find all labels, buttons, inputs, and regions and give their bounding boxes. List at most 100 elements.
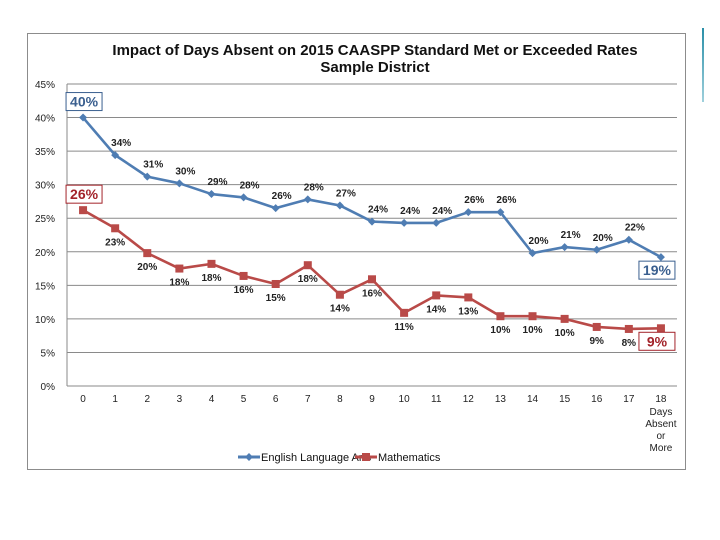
x-axis-note: Days — [650, 407, 673, 418]
data-point-ela — [592, 245, 601, 254]
data-point-math — [592, 322, 601, 331]
data-label: 10% — [490, 325, 510, 336]
x-tick-label: 4 — [209, 394, 215, 405]
x-tick-label: 1 — [112, 394, 118, 405]
callout-box — [638, 260, 676, 280]
data-point-ela — [496, 208, 505, 217]
x-tick-label: 9 — [369, 394, 375, 405]
data-label: 21% — [561, 230, 581, 241]
x-tick-label: 7 — [305, 394, 311, 405]
x-tick-label: 0 — [80, 394, 86, 405]
data-label: 15% — [266, 293, 286, 304]
data-point-math — [464, 293, 473, 302]
data-point-ela — [79, 113, 88, 122]
data-point-math — [239, 271, 248, 280]
callout-label: 9% — [647, 333, 668, 349]
data-label: 34% — [111, 138, 131, 149]
y-tick-label: 25% — [35, 214, 55, 225]
legend-marker — [362, 453, 370, 461]
data-point-math — [303, 261, 312, 270]
y-tick-label: 5% — [41, 348, 56, 359]
data-point-ela — [239, 193, 248, 202]
data-point-math — [400, 308, 409, 317]
data-label: 14% — [330, 304, 350, 315]
y-tick-label: 20% — [35, 248, 55, 259]
data-labels: 34% 31% 30% 29% 28% 26% 28% 27% 24% 24% 24% 26% 26% 2… — [105, 138, 645, 349]
x-tick-label: 2 — [144, 394, 150, 405]
data-label: 26% — [464, 195, 484, 206]
data-point-math — [175, 264, 184, 273]
data-label: 28% — [240, 180, 260, 191]
callout-box — [638, 331, 676, 351]
data-point-ela — [624, 235, 633, 244]
callouts: 40% 19% 26% 9% — [65, 92, 676, 351]
data-point-math — [111, 224, 120, 233]
x-axis-ticks: 0 1 2 3 4 5 6 7 8 9 10 11 12 13 14 15 16 17 18DaysAbsentor… — [80, 394, 676, 454]
data-label: 16% — [362, 288, 382, 299]
callout-box — [65, 92, 103, 112]
callout-label: 26% — [70, 186, 99, 202]
data-point-math — [656, 324, 665, 333]
x-tick-label: 10 — [399, 394, 411, 405]
data-label: 20% — [593, 233, 613, 244]
data-point-ela — [111, 151, 120, 160]
data-label: 29% — [207, 177, 227, 188]
y-tick-label: 0% — [41, 382, 56, 393]
data-point-math — [432, 291, 441, 300]
data-label: 24% — [368, 205, 388, 216]
data-point-math — [368, 275, 376, 284]
data-label: 11% — [394, 322, 414, 333]
data-point-ela — [656, 253, 665, 262]
callout-label: 40% — [70, 94, 99, 110]
data-point-ela — [528, 249, 537, 258]
legend-label: English Language Arts — [261, 452, 372, 464]
data-point-ela — [303, 195, 312, 204]
x-tick-label: 15 — [559, 394, 571, 405]
data-point-ela — [464, 208, 473, 217]
x-tick-label: 13 — [495, 394, 507, 405]
x-axis-note: Absent — [645, 419, 676, 430]
data-label: 18% — [201, 273, 221, 284]
data-point-ela — [175, 179, 184, 188]
data-label: 13% — [458, 306, 478, 317]
x-tick-label: 12 — [463, 394, 475, 405]
data-point-math — [79, 206, 88, 215]
y-tick-label: 10% — [35, 315, 55, 326]
data-label: 26% — [496, 195, 516, 206]
chart-title: Impact of Days Absent on 2015 CAASPP Sta… — [112, 42, 637, 59]
y-tick-label: 35% — [35, 147, 55, 158]
data-label: 10% — [523, 325, 543, 336]
data-label: 22% — [625, 223, 645, 234]
legend-label: Mathematics — [378, 452, 441, 464]
series-group — [79, 113, 665, 333]
data-label: 14% — [426, 304, 446, 315]
data-label: 30% — [175, 166, 195, 177]
y-tick-label: 45% — [35, 80, 55, 91]
data-label: 27% — [336, 188, 356, 199]
data-point-ela — [143, 172, 152, 181]
data-label: 20% — [137, 262, 157, 273]
x-axis-note: More — [650, 443, 673, 454]
data-point-math — [528, 312, 537, 321]
data-label: 20% — [529, 236, 549, 247]
data-point-ela — [335, 201, 344, 210]
data-label: 23% — [105, 237, 125, 248]
x-tick-label: 5 — [241, 394, 247, 405]
x-tick-label: 17 — [623, 394, 635, 405]
data-label: 8% — [622, 338, 637, 349]
data-label: 28% — [304, 182, 324, 193]
x-tick-label: 18 — [655, 394, 667, 405]
chart-subtitle: Sample District — [320, 59, 429, 76]
data-point-math — [335, 290, 344, 299]
x-tick-label: 3 — [177, 394, 183, 405]
data-point-ela — [368, 217, 376, 226]
data-label: 24% — [400, 206, 420, 217]
data-point-ela — [432, 218, 441, 227]
data-point-ela — [271, 204, 280, 213]
x-tick-label: 6 — [273, 394, 279, 405]
data-label: 26% — [272, 191, 292, 202]
data-label: 16% — [234, 285, 254, 296]
data-label: 31% — [143, 160, 163, 171]
x-axis-note: or — [656, 431, 666, 442]
